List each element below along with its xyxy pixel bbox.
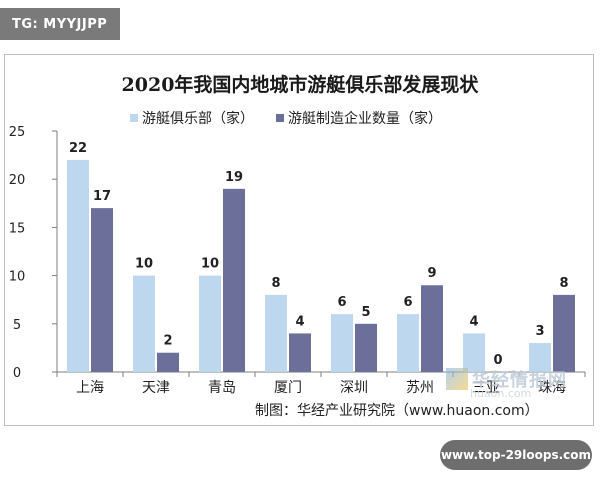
y-tick-label: 10 xyxy=(9,270,26,285)
bar-value-label: 19 xyxy=(225,170,243,185)
legend-swatch-clubs xyxy=(130,114,138,122)
y-tick-label: 25 xyxy=(9,125,26,140)
bar-clubs xyxy=(397,314,419,372)
bar-value-label: 9 xyxy=(427,266,436,281)
bar-value-label: 8 xyxy=(559,276,568,291)
bar-value-label: 0 xyxy=(493,353,502,368)
legend-label-manufacturers: 游艇制造企业数量（家） xyxy=(288,111,442,127)
bar-manufacturers xyxy=(289,333,311,372)
bar-manufacturers xyxy=(421,285,443,372)
bar-clubs xyxy=(199,275,221,372)
bar-manufacturers xyxy=(91,208,113,372)
source-tag-badge: TG: MYYJJPP xyxy=(0,8,120,40)
bar-value-label: 10 xyxy=(201,257,219,272)
bar-value-label: 17 xyxy=(93,189,111,204)
bar-value-label: 6 xyxy=(337,295,346,310)
bar-value-label: 5 xyxy=(361,305,370,320)
x-category-label: 天津 xyxy=(142,380,170,396)
bar-value-label: 4 xyxy=(295,314,304,329)
footer-url-pill: www.top-29loops.com xyxy=(440,440,592,470)
x-category-label: 上海 xyxy=(76,380,104,396)
y-tick-label: 20 xyxy=(9,173,26,188)
legend-item-manufacturers: 游艇制造企业数量（家） xyxy=(276,108,442,128)
bar-clubs xyxy=(265,294,287,372)
legend-swatch-manufacturers xyxy=(276,114,284,122)
x-category-label: 深圳 xyxy=(340,380,368,396)
source-note: 制图：华经产业研究院（www.huaon.com） xyxy=(255,403,539,419)
bar-value-label: 2 xyxy=(163,334,172,349)
bar-value-label: 4 xyxy=(469,314,478,329)
y-tick-label: 0 xyxy=(13,366,21,381)
bar-value-label: 10 xyxy=(135,257,153,272)
bar-clubs xyxy=(463,333,485,372)
bar-manufacturers xyxy=(553,294,575,372)
bar-value-label: 3 xyxy=(535,324,544,339)
bar-value-label: 6 xyxy=(403,295,412,310)
bar-clubs xyxy=(331,314,353,372)
bar-manufacturers xyxy=(157,352,179,372)
x-category-label: 三亚 xyxy=(472,380,500,396)
bar-value-label: 22 xyxy=(69,141,87,156)
chart-legend: 游艇俱乐部（家） 游艇制造企业数量（家） xyxy=(130,108,464,128)
legend-label-clubs: 游艇俱乐部（家） xyxy=(142,111,254,127)
x-category-label: 苏州 xyxy=(406,380,434,396)
y-tick-label: 15 xyxy=(9,221,26,236)
bar-manufacturers xyxy=(355,323,377,372)
x-category-label: 厦门 xyxy=(274,380,302,396)
y-tick-label: 5 xyxy=(13,318,21,333)
bar-value-label: 8 xyxy=(271,276,280,291)
bar-clubs xyxy=(529,343,551,372)
x-category-label: 青岛 xyxy=(208,380,236,396)
chart-title: 2020年我国内地城市游艇俱乐部发展现状 xyxy=(121,74,479,96)
x-category-label: 珠海 xyxy=(538,380,566,396)
bar-clubs xyxy=(67,159,89,372)
bar-manufacturers xyxy=(223,188,245,372)
bar-clubs xyxy=(133,275,155,372)
legend-item-clubs: 游艇俱乐部（家） xyxy=(130,108,254,128)
